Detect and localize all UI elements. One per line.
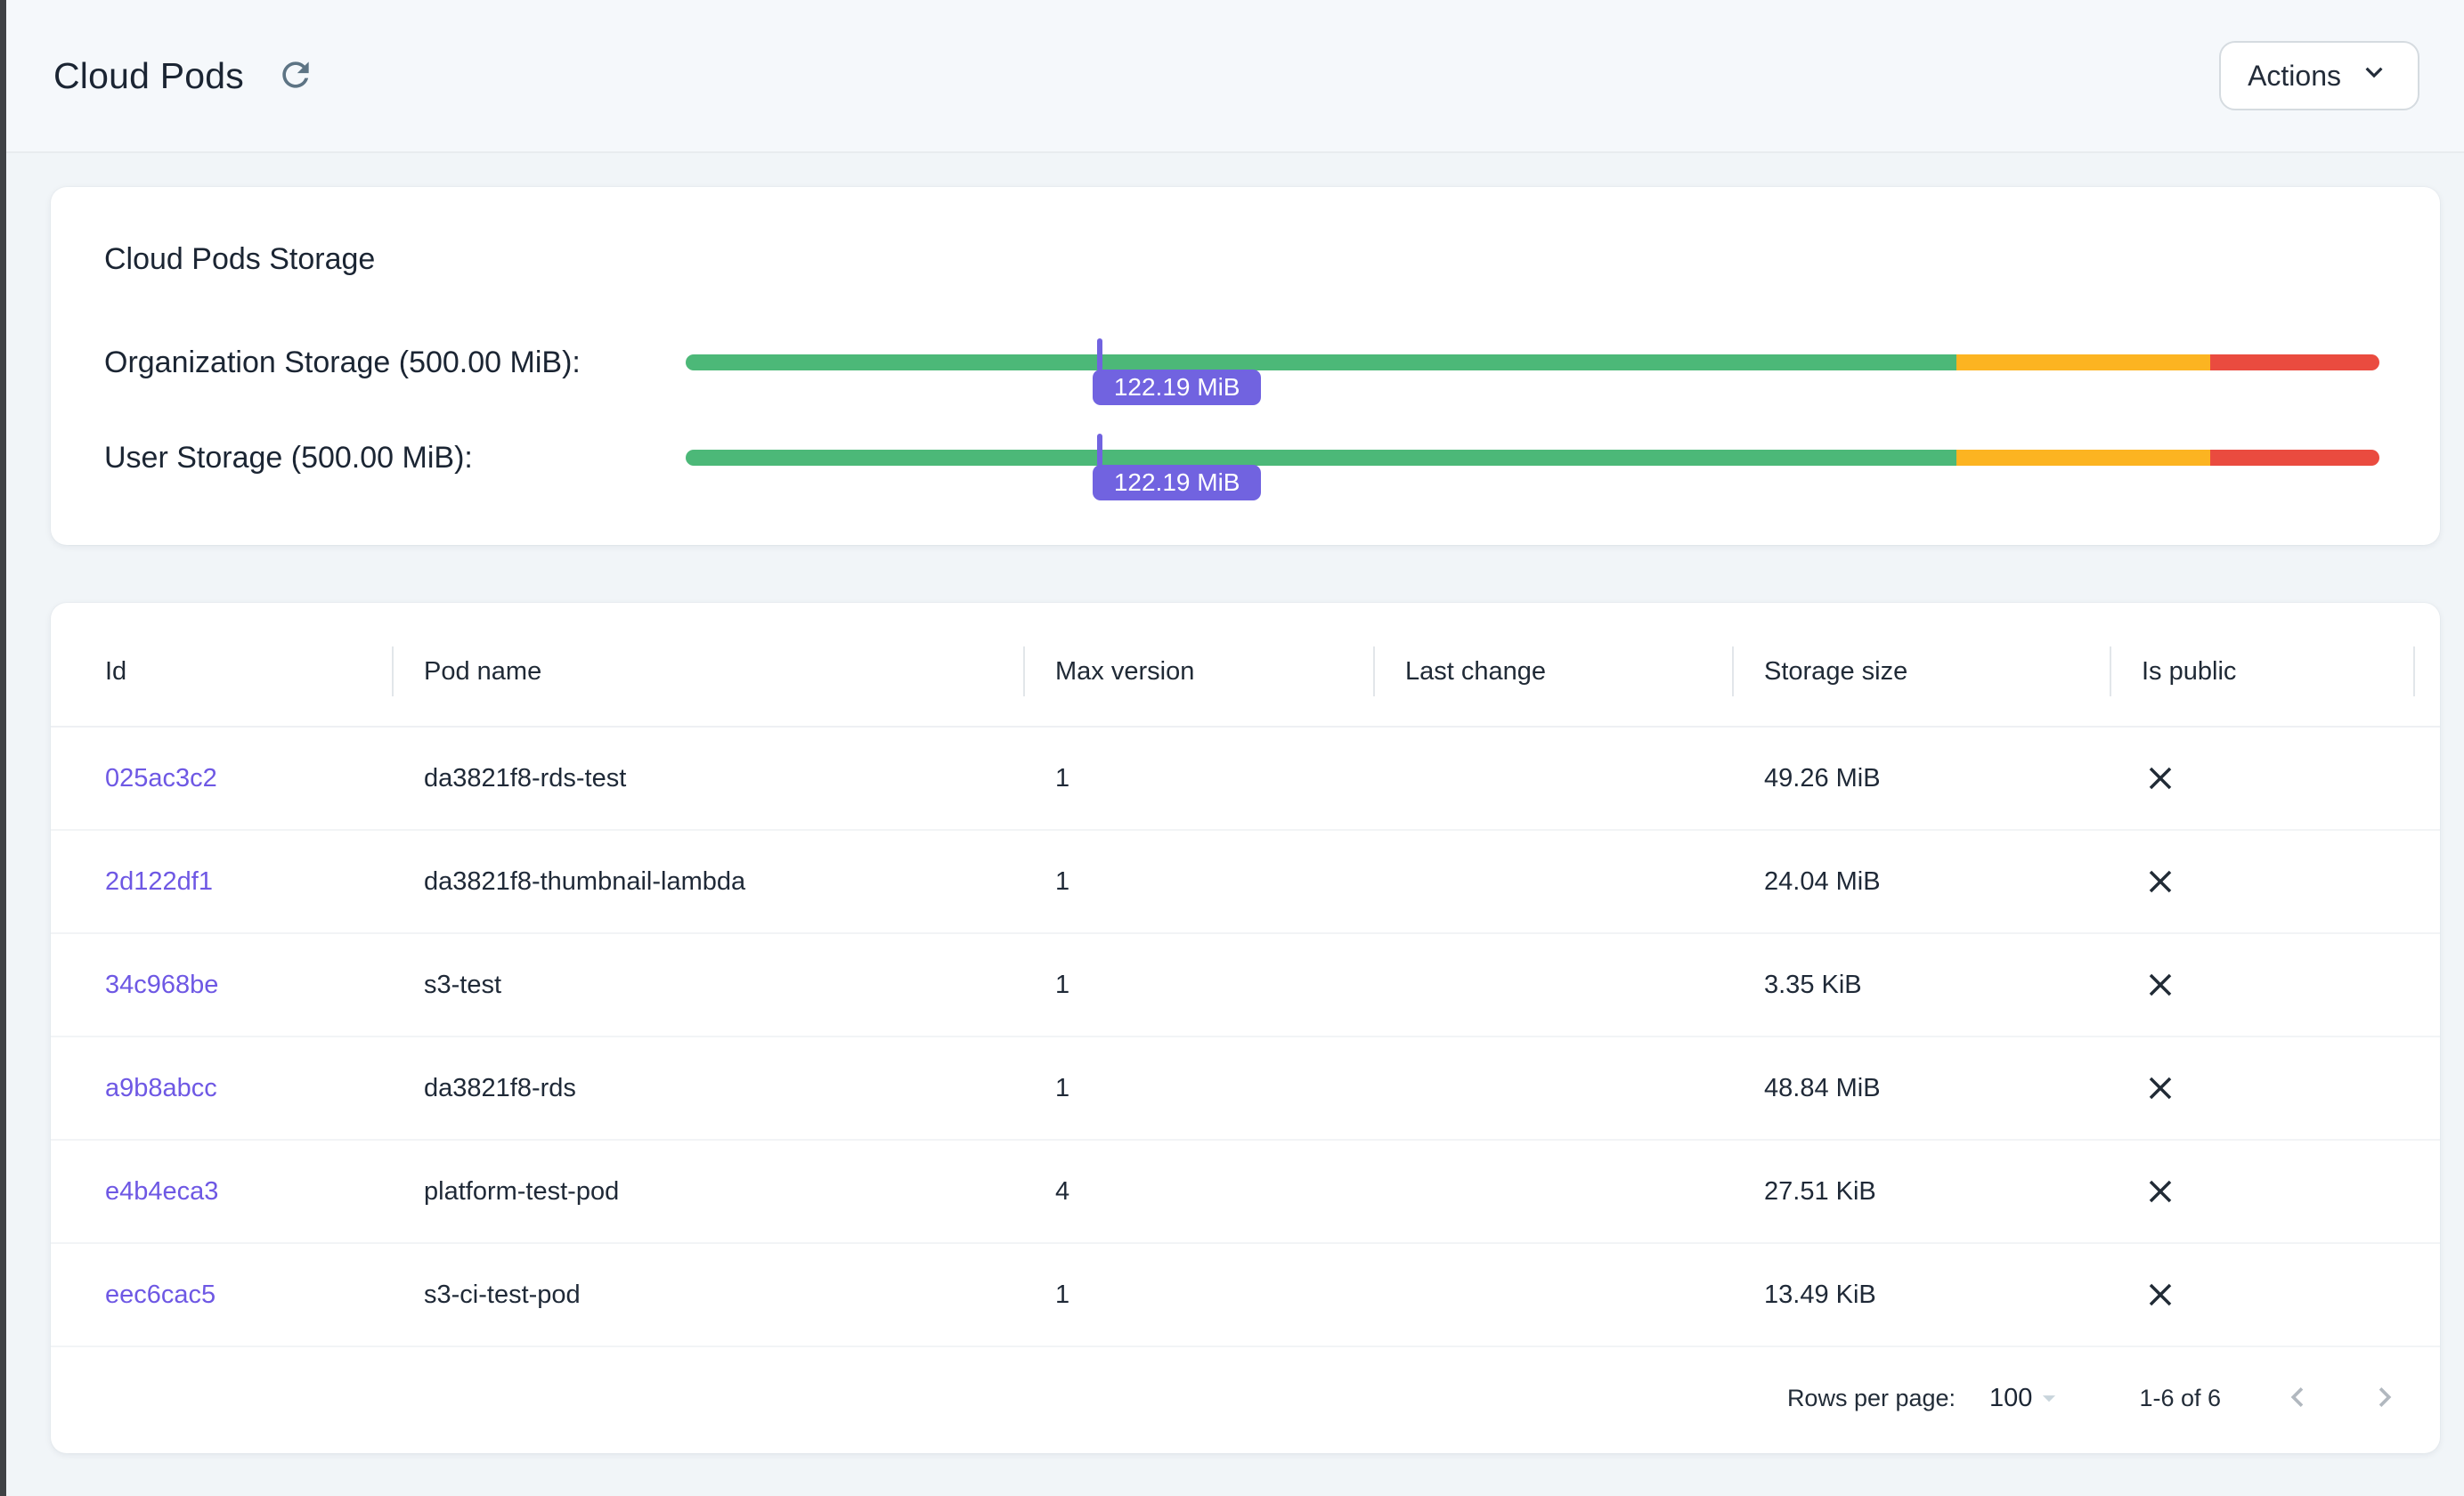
is-public-cell <box>2111 1276 2440 1313</box>
pod-id-link[interactable]: 2d122df1 <box>105 866 213 896</box>
user-storage-row: User Storage (500.00 MiB): 122.19 MiB <box>104 431 2379 500</box>
pod-id-link[interactable]: e4b4eca3 <box>105 1176 219 1206</box>
pod-name-cell: da3821f8-thumbnail-lambda <box>424 866 746 896</box>
table-row: eec6cac5 s3-ci-test-pod 1 13.49 KiB <box>51 1244 2440 1347</box>
table-row: e4b4eca3 platform-test-pod 4 27.51 KiB <box>51 1141 2440 1244</box>
max-version-cell: 1 <box>1055 970 1070 999</box>
pod-id-link[interactable]: 025ac3c2 <box>105 763 217 793</box>
actions-button-label: Actions <box>2248 59 2341 92</box>
clear-icon <box>2149 1077 2172 1100</box>
rows-per-page-label: Rows per page: <box>1786 1385 1956 1411</box>
column-header-max-version[interactable]: Max version <box>1025 617 1375 726</box>
clear-icon <box>2149 767 2172 790</box>
refresh-icon <box>276 55 315 97</box>
is-public-cell <box>2111 863 2440 900</box>
storage-size-cell: 27.51 KiB <box>1764 1176 1876 1206</box>
pod-id-link[interactable]: 34c968be <box>105 970 219 999</box>
table-header-row: Id Pod name Max version Last change Stor… <box>51 603 2440 728</box>
refresh-button[interactable] <box>271 51 321 101</box>
column-header-last-change[interactable]: Last change <box>1375 617 1734 726</box>
table-pagination: Rows per page: 100 1-6 of 6 <box>51 1347 2440 1450</box>
window-edge-strip <box>0 0 6 1496</box>
page-title: Cloud Pods <box>53 54 244 96</box>
max-version-cell: 1 <box>1055 866 1070 896</box>
clear-icon <box>2149 1180 2172 1203</box>
user-storage-bar: 122.19 MiB <box>686 434 2379 500</box>
pod-name-cell: da3821f8-rds-test <box>424 763 627 793</box>
chevron-right-icon <box>2365 1378 2404 1419</box>
column-header-storage-size[interactable]: Storage size <box>1734 617 2111 726</box>
storage-size-cell: 49.26 MiB <box>1764 763 1881 793</box>
is-public-cell <box>2111 760 2440 797</box>
storage-bar-segment-green <box>686 354 1956 370</box>
chevron-down-icon <box>2357 55 2391 96</box>
clear-icon <box>2149 1283 2172 1306</box>
user-storage-label: User Storage (500.00 MiB): <box>104 440 473 475</box>
storage-usage-marker <box>1096 434 1102 467</box>
storage-bar-track <box>686 354 2379 370</box>
is-public-cell <box>2111 966 2440 1004</box>
max-version-cell: 1 <box>1055 1280 1070 1309</box>
organization-storage-row: Organization Storage (500.00 MiB): 122.1… <box>104 336 2379 405</box>
storage-usage-badge: 122.19 MiB <box>1092 370 1262 405</box>
storage-card-title: Cloud Pods Storage <box>104 242 376 276</box>
chevron-left-icon <box>2278 1378 2317 1419</box>
table-row: 025ac3c2 da3821f8-rds-test 1 49.26 MiB <box>51 728 2440 831</box>
rows-per-page-value: 100 <box>1989 1384 2033 1412</box>
storage-usage-marker <box>1096 338 1102 371</box>
clear-icon <box>2149 973 2172 996</box>
max-version-cell: 1 <box>1055 763 1070 793</box>
page-header: Cloud Pods Actions <box>6 0 2464 153</box>
max-version-cell: 4 <box>1055 1176 1070 1206</box>
storage-size-cell: 3.35 KiB <box>1764 970 1862 999</box>
pod-id-link[interactable]: eec6cac5 <box>105 1280 216 1309</box>
pod-name-cell: da3821f8-rds <box>424 1073 576 1102</box>
storage-size-cell: 24.04 MiB <box>1764 866 1881 896</box>
pod-name-cell: s3-ci-test-pod <box>424 1280 581 1309</box>
pagination-range-label: 1-6 of 6 <box>2139 1385 2221 1411</box>
organization-storage-label: Organization Storage (500.00 MiB): <box>104 345 581 379</box>
storage-bar-segment-amber <box>1956 450 2210 466</box>
table-row: 2d122df1 da3821f8-thumbnail-lambda 1 24.… <box>51 831 2440 934</box>
next-page-button[interactable] <box>2360 1374 2410 1424</box>
pod-name-cell: s3-test <box>424 970 502 999</box>
pod-id-link[interactable]: a9b8abcc <box>105 1073 217 1102</box>
column-header-id[interactable]: Id <box>51 617 394 726</box>
storage-bar-track <box>686 450 2379 466</box>
storage-size-cell: 48.84 MiB <box>1764 1073 1881 1102</box>
table-row: 34c968be s3-test 1 3.35 KiB <box>51 934 2440 1037</box>
organization-storage-bar: 122.19 MiB <box>686 338 2379 405</box>
previous-page-button[interactable] <box>2273 1374 2322 1424</box>
cloud-pods-storage-card: Cloud Pods Storage Organization Storage … <box>51 187 2440 545</box>
max-version-cell: 1 <box>1055 1073 1070 1102</box>
is-public-cell <box>2111 1173 2440 1210</box>
storage-bar-segment-green <box>686 450 1956 466</box>
actions-button[interactable]: Actions <box>2219 41 2419 110</box>
column-header-pod-name[interactable]: Pod name <box>394 617 1025 726</box>
is-public-cell <box>2111 1069 2440 1107</box>
rows-per-page-select[interactable]: 100 <box>1989 1378 2064 1420</box>
storage-size-cell: 13.49 KiB <box>1764 1280 1876 1309</box>
storage-bar-segment-red <box>2209 450 2379 466</box>
storage-bar-segment-amber <box>1956 354 2210 370</box>
column-header-is-public[interactable]: Is public <box>2111 617 2440 726</box>
table-row: a9b8abcc da3821f8-rds 1 48.84 MiB <box>51 1037 2440 1141</box>
arrow-dropdown-icon <box>2034 1383 2064 1420</box>
storage-bar-segment-red <box>2209 354 2379 370</box>
storage-usage-badge: 122.19 MiB <box>1092 465 1262 500</box>
clear-icon <box>2149 870 2172 893</box>
cloud-pods-table-card: Id Pod name Max version Last change Stor… <box>51 603 2440 1453</box>
pod-name-cell: platform-test-pod <box>424 1176 620 1206</box>
